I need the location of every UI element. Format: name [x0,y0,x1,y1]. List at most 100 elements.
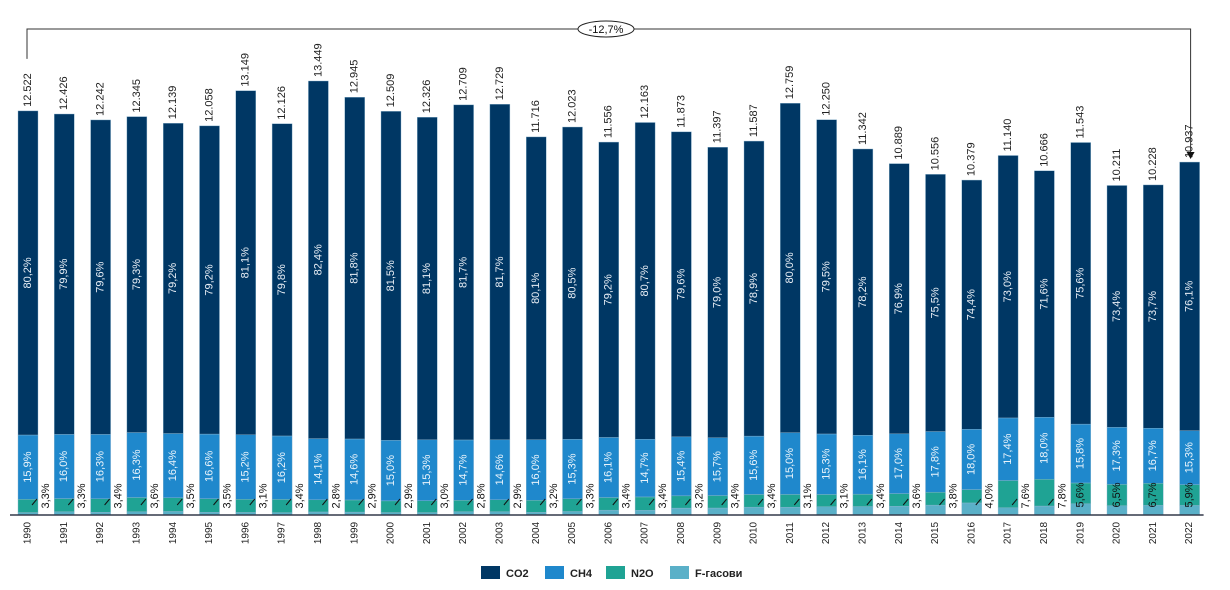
n2o-pct-label: 2,9% [512,483,524,508]
co2-pct-label: 80,2% [22,257,34,288]
n2o-pct-label: 3,5% [221,483,233,508]
n2o-pct-label: 3,3% [584,483,596,508]
x-tick-label: 2016 [966,521,977,544]
x-tick-label: 2007 [640,521,651,544]
ch4-pct-label: 15,3% [566,453,578,484]
ch4-pct-label: 15,9% [22,451,34,482]
ch4-pct-label: 16,1% [857,449,869,480]
annotation-label: -12,7% [589,24,624,36]
n2o-pct-label: 3,8% [947,483,959,508]
total-label: 10.211 [1111,149,1123,182]
bar-segment-n2o [634,496,656,511]
x-tick-label: 2005 [567,521,578,544]
n2o-pct-label: 3,3% [76,483,88,508]
bar-segment-co2 [199,125,220,435]
bar-segment-co2 [308,80,329,439]
bar-segment-co2 [562,126,583,440]
legend-swatch [481,566,500,579]
legend-label: CO2 [506,568,529,580]
bar-segment-n2o [380,500,402,513]
x-tick-label: 1992 [95,521,106,544]
ch4-pct-label: 16,7% [1147,440,1159,471]
x-tick-label: 1997 [277,521,288,544]
ch4-pct-label: 16,3% [131,449,143,480]
change-annotation: -12,7% [26,20,1195,160]
ch4-pct-label: 18,0% [966,444,978,475]
n2o-pct-label: 3,4% [294,483,306,508]
x-tick-label: 2022 [1184,521,1195,544]
bar-segment-fгасови [852,506,874,516]
n2o-leader-line [213,498,219,506]
bar-segment-co2 [162,123,184,434]
x-tick-label: 1999 [349,521,360,544]
n2o-pct-label: 4,0% [984,483,996,508]
ch4-pct-label: 15,0% [385,455,397,486]
bar-segment-fгасови [889,506,910,516]
bar-segment-co2 [634,122,656,440]
total-label: 10.556 [929,137,941,171]
co2-pct-label: 81,8% [349,252,361,283]
co2-pct-label: 80,1% [530,273,542,304]
n2o-pct-label: 3,4% [621,483,633,508]
n2o-leader-line [358,498,365,506]
total-label: 12.729 [494,67,506,101]
legend-swatch [606,566,625,579]
total-label: 11.716 [530,100,542,133]
x-tick-label: 2004 [531,521,542,544]
n2o-leader-line [394,498,401,506]
co2-pct-label: 79,0% [712,277,724,308]
n2o-pct-label: 3,2% [548,483,560,508]
co2-pct-label: 71,6% [1038,278,1050,309]
n2o-leader-line [757,498,764,506]
n2o-pct-label: 3,0% [439,483,451,508]
ch4-pct-label: 16,1% [603,452,615,483]
bar-segment-fгасови [925,504,946,516]
bar-segment-co2 [380,111,402,441]
ch4-pct-label: 15,0% [784,448,796,479]
n2o-leader-line [866,498,873,506]
ch4-pct-label: 15,3% [1184,442,1196,473]
bar-segment-co2 [489,104,511,441]
n2o-pct-label: 3,4% [657,483,669,508]
ch4-pct-label: 15,7% [712,451,724,482]
ch4-pct-label: 16,2% [276,452,288,483]
n2o-leader-line [576,498,582,506]
total-label: 12.126 [276,86,288,120]
n2o-pct-label: 3,6% [911,483,923,508]
n2o-leader-line [1011,498,1018,506]
total-label: 12.058 [203,88,215,122]
co2-pct-label: 79,2% [603,274,615,305]
co2-pct-label: 79,6% [675,269,687,300]
total-label: 12.945 [349,60,361,94]
ch4-pct-label: 15,2% [240,451,252,482]
bar-segment-co2 [743,140,765,437]
x-tick-label: 2001 [422,521,433,544]
bar-segment-co2 [1106,185,1128,428]
ch4-pct-label: 16,4% [167,450,179,481]
bar-segment-co2 [90,119,111,435]
n2o-leader-line [939,498,945,506]
bar-segment-fгасови [780,506,801,516]
bars-layer [17,80,1200,516]
n2o-pct-label: 6,5% [1111,482,1123,507]
bar-segment-fгасови [961,502,982,516]
bar-segment-co2 [417,117,438,441]
co2-pct-label: 80,7% [639,265,651,296]
legend-label: N2O [631,568,654,580]
co2-pct-label: 81,1% [421,263,433,294]
ch4-pct-label: 14,7% [639,452,651,483]
bar-segment-fгасови [671,507,692,516]
n2o-leader-line [503,498,510,506]
total-label: 11.873 [675,95,687,128]
n2o-leader-line [1048,498,1054,506]
n2o-pct-label: 2,9% [367,483,379,508]
total-label: 12.242 [95,82,107,116]
total-label: 10.937 [1184,124,1196,158]
x-tick-label: 1994 [168,521,179,544]
n2o-leader-line [176,498,183,506]
bar-segment-co2 [997,155,1019,419]
total-label: 11.397 [712,110,724,143]
x-tick-label: 2017 [1003,521,1014,544]
co2-pct-label: 73,7% [1147,291,1159,322]
co2-pct-label: 74,4% [966,289,978,320]
